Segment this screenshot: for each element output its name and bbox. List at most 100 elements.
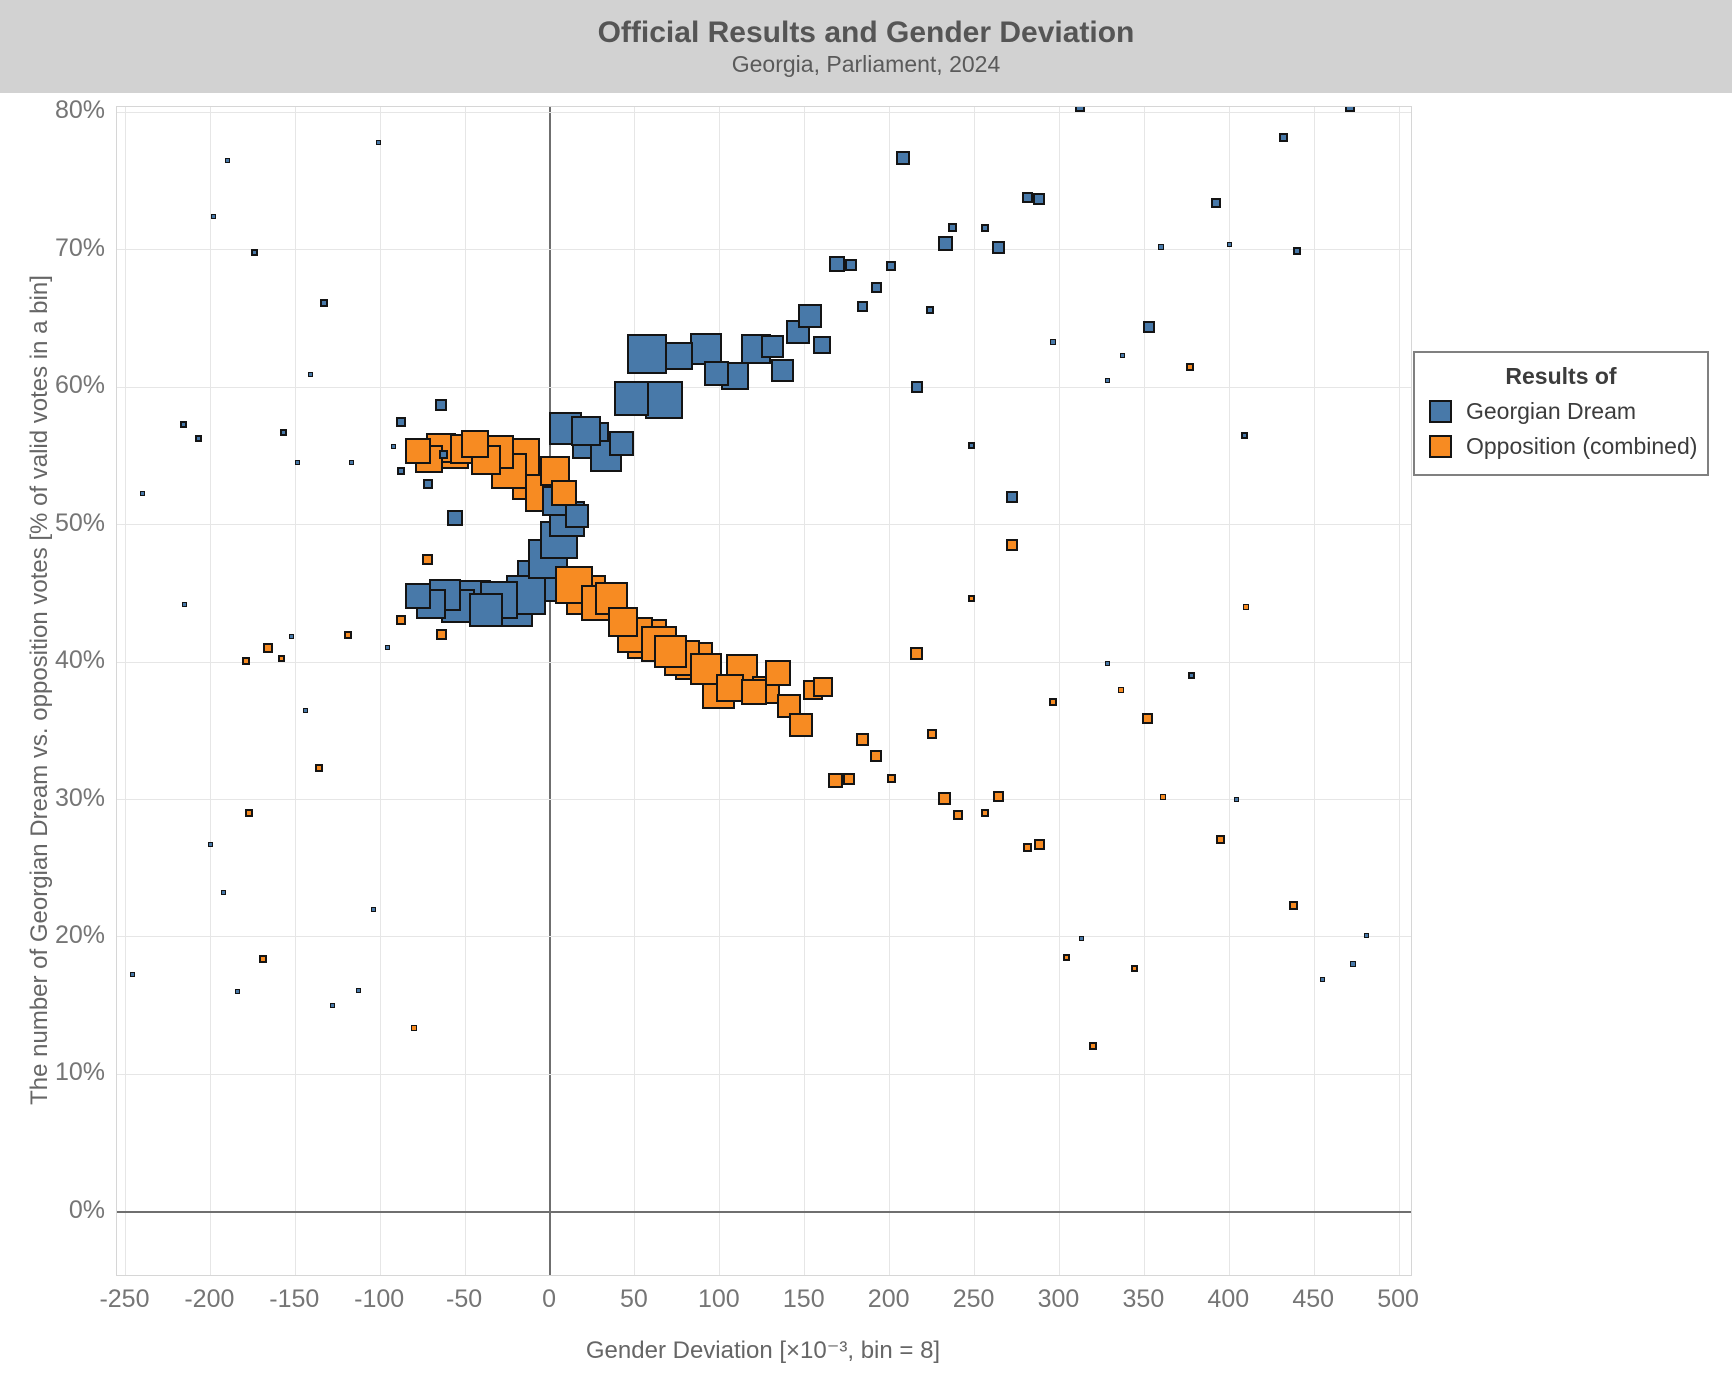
data-point-opposition[interactable]: [937, 791, 951, 805]
data-point-opposition[interactable]: [1022, 843, 1032, 853]
data-point-opposition[interactable]: [1062, 954, 1070, 962]
data-point-georgian-dream[interactable]: [870, 281, 882, 293]
data-point-georgian-dream[interactable]: [302, 707, 308, 713]
data-point-opposition[interactable]: [404, 437, 431, 464]
data-point-opposition[interactable]: [435, 629, 447, 641]
data-point-georgian-dream[interactable]: [1320, 977, 1326, 983]
data-point-georgian-dream[interactable]: [404, 583, 431, 610]
data-point-georgian-dream[interactable]: [289, 633, 295, 639]
data-point-georgian-dream[interactable]: [608, 431, 634, 457]
data-point-opposition[interactable]: [1033, 839, 1045, 851]
data-point-opposition[interactable]: [980, 809, 989, 818]
data-point-opposition[interactable]: [1142, 712, 1154, 724]
data-point-opposition[interactable]: [952, 809, 963, 820]
data-point-georgian-dream[interactable]: [1074, 107, 1085, 112]
data-point-georgian-dream[interactable]: [320, 299, 329, 308]
data-point-georgian-dream[interactable]: [565, 504, 590, 529]
data-point-georgian-dream[interactable]: [1158, 244, 1165, 251]
data-point-georgian-dream[interactable]: [391, 443, 397, 449]
data-point-georgian-dream[interactable]: [384, 644, 390, 650]
data-point-opposition[interactable]: [740, 679, 767, 706]
data-point-georgian-dream[interactable]: [1279, 132, 1289, 142]
data-point-georgian-dream[interactable]: [991, 240, 1005, 254]
data-point-georgian-dream[interactable]: [665, 341, 694, 370]
data-point-georgian-dream[interactable]: [438, 450, 448, 460]
data-point-georgian-dream[interactable]: [690, 332, 723, 365]
data-point-georgian-dream[interactable]: [967, 441, 975, 449]
data-point-georgian-dream[interactable]: [1210, 198, 1221, 209]
data-point-georgian-dream[interactable]: [1364, 933, 1370, 939]
data-point-georgian-dream[interactable]: [221, 890, 227, 896]
data-point-georgian-dream[interactable]: [1049, 338, 1056, 345]
data-point-georgian-dream[interactable]: [1119, 353, 1125, 359]
data-point-georgian-dream[interactable]: [910, 381, 923, 394]
data-point-georgian-dream[interactable]: [614, 380, 650, 416]
data-point-opposition[interactable]: [343, 630, 352, 639]
data-point-georgian-dream[interactable]: [348, 460, 354, 466]
data-point-opposition[interactable]: [842, 772, 855, 785]
data-point-opposition[interactable]: [992, 791, 1004, 803]
data-point-georgian-dream[interactable]: [468, 592, 503, 627]
data-point-georgian-dream[interactable]: [1344, 107, 1355, 112]
data-point-opposition[interactable]: [422, 553, 434, 565]
data-point-georgian-dream[interactable]: [896, 150, 911, 165]
data-point-opposition[interactable]: [910, 647, 924, 661]
data-point-georgian-dream[interactable]: [195, 434, 202, 442]
data-point-opposition[interactable]: [550, 480, 577, 507]
data-point-georgian-dream[interactable]: [179, 420, 187, 428]
data-point-georgian-dream[interactable]: [760, 334, 784, 358]
data-point-georgian-dream[interactable]: [1293, 247, 1302, 256]
data-point-opposition[interactable]: [395, 614, 406, 625]
data-point-georgian-dream[interactable]: [980, 223, 989, 232]
data-point-georgian-dream[interactable]: [1005, 491, 1018, 504]
data-point-georgian-dream[interactable]: [703, 361, 729, 387]
data-point-opposition[interactable]: [789, 713, 814, 738]
data-point-opposition[interactable]: [1130, 965, 1138, 973]
data-point-georgian-dream[interactable]: [182, 601, 188, 607]
data-point-georgian-dream[interactable]: [396, 467, 405, 476]
data-point-georgian-dream[interactable]: [1021, 192, 1033, 204]
data-point-opposition[interactable]: [1117, 686, 1124, 693]
data-point-georgian-dream[interactable]: [129, 971, 135, 977]
data-point-opposition[interactable]: [461, 429, 490, 458]
data-point-georgian-dream[interactable]: [308, 372, 314, 378]
data-point-georgian-dream[interactable]: [812, 335, 831, 354]
data-point-georgian-dream[interactable]: [829, 255, 846, 272]
data-point-georgian-dream[interactable]: [947, 223, 957, 233]
data-point-opposition[interactable]: [927, 728, 938, 739]
data-point-opposition[interactable]: [315, 763, 324, 772]
data-point-opposition[interactable]: [608, 607, 639, 638]
data-point-opposition[interactable]: [764, 660, 791, 687]
data-point-georgian-dream[interactable]: [626, 334, 667, 375]
data-point-opposition[interactable]: [855, 732, 869, 746]
data-point-georgian-dream[interactable]: [1188, 672, 1196, 680]
data-point-georgian-dream[interactable]: [294, 460, 300, 466]
data-point-opposition[interactable]: [263, 643, 274, 654]
data-point-opposition[interactable]: [870, 749, 883, 762]
data-point-georgian-dream[interactable]: [376, 140, 382, 146]
data-point-opposition[interactable]: [1243, 604, 1250, 611]
data-point-georgian-dream[interactable]: [224, 158, 230, 164]
data-point-georgian-dream[interactable]: [1033, 193, 1046, 206]
data-point-opposition[interactable]: [245, 809, 254, 818]
data-point-georgian-dream[interactable]: [1226, 241, 1232, 247]
data-point-georgian-dream[interactable]: [1079, 935, 1085, 941]
data-point-georgian-dream[interactable]: [1233, 797, 1239, 803]
data-point-georgian-dream[interactable]: [644, 380, 683, 419]
data-point-opposition[interactable]: [411, 1024, 418, 1031]
data-point-georgian-dream[interactable]: [211, 214, 217, 220]
data-point-georgian-dream[interactable]: [355, 988, 361, 994]
data-point-georgian-dream[interactable]: [856, 300, 868, 312]
data-point-georgian-dream[interactable]: [771, 359, 795, 383]
data-point-opposition[interactable]: [242, 656, 251, 665]
data-point-georgian-dream[interactable]: [797, 303, 822, 328]
data-point-opposition[interactable]: [1216, 834, 1226, 844]
data-point-opposition[interactable]: [1089, 1041, 1098, 1050]
data-point-opposition[interactable]: [1005, 539, 1018, 552]
data-point-georgian-dream[interactable]: [370, 906, 376, 912]
data-point-georgian-dream[interactable]: [570, 416, 601, 447]
data-point-opposition[interactable]: [1186, 362, 1195, 371]
data-point-georgian-dream[interactable]: [938, 235, 954, 251]
data-point-opposition[interactable]: [967, 595, 975, 603]
data-point-georgian-dream[interactable]: [251, 249, 259, 257]
